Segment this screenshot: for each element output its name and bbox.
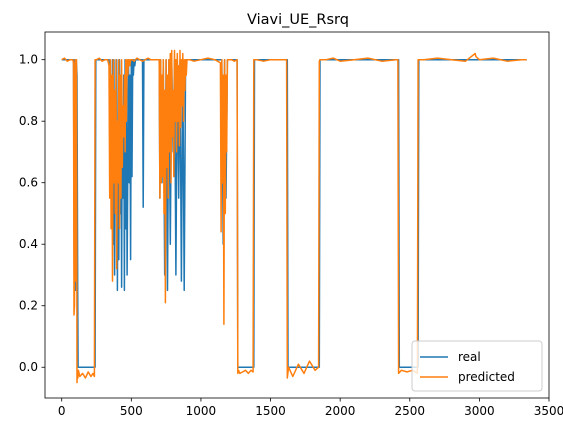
y-tick-label: 0.6 bbox=[19, 176, 38, 190]
chart-title: Viavi_UE_Rsrq bbox=[247, 12, 349, 28]
legend: real predicted bbox=[411, 340, 543, 392]
plot-area-border bbox=[44, 31, 550, 399]
y-tick-label: 0.8 bbox=[19, 114, 38, 128]
x-tick-label: 1000 bbox=[186, 404, 217, 418]
y-tick-label: 0.4 bbox=[19, 237, 38, 251]
y-tick-label: 0.2 bbox=[19, 299, 38, 313]
series-line-predicted bbox=[61, 49, 527, 384]
x-axis-ticks: 0 500 1000 1500 2000 2500 3000 3500 bbox=[58, 398, 563, 418]
x-tick-label: 500 bbox=[120, 404, 143, 418]
x-tick-label: 2000 bbox=[325, 404, 356, 418]
y-tick-label: 1.0 bbox=[19, 53, 38, 67]
y-axis-ticks: 0.0 0.2 0.4 0.6 0.8 1.0 bbox=[19, 53, 45, 374]
x-tick-label: 3500 bbox=[534, 404, 563, 418]
x-tick-label: 3000 bbox=[464, 404, 495, 418]
axes-frame bbox=[44, 31, 550, 399]
x-tick-label: 1500 bbox=[255, 404, 286, 418]
legend-label-predicted: predicted bbox=[458, 370, 515, 384]
legend-label-real: real bbox=[458, 350, 481, 364]
legend-box bbox=[411, 340, 543, 392]
x-tick-label: 2500 bbox=[395, 404, 426, 418]
plot-lines bbox=[61, 49, 527, 384]
x-tick-label: 0 bbox=[58, 404, 66, 418]
y-tick-label: 0.0 bbox=[19, 360, 38, 374]
